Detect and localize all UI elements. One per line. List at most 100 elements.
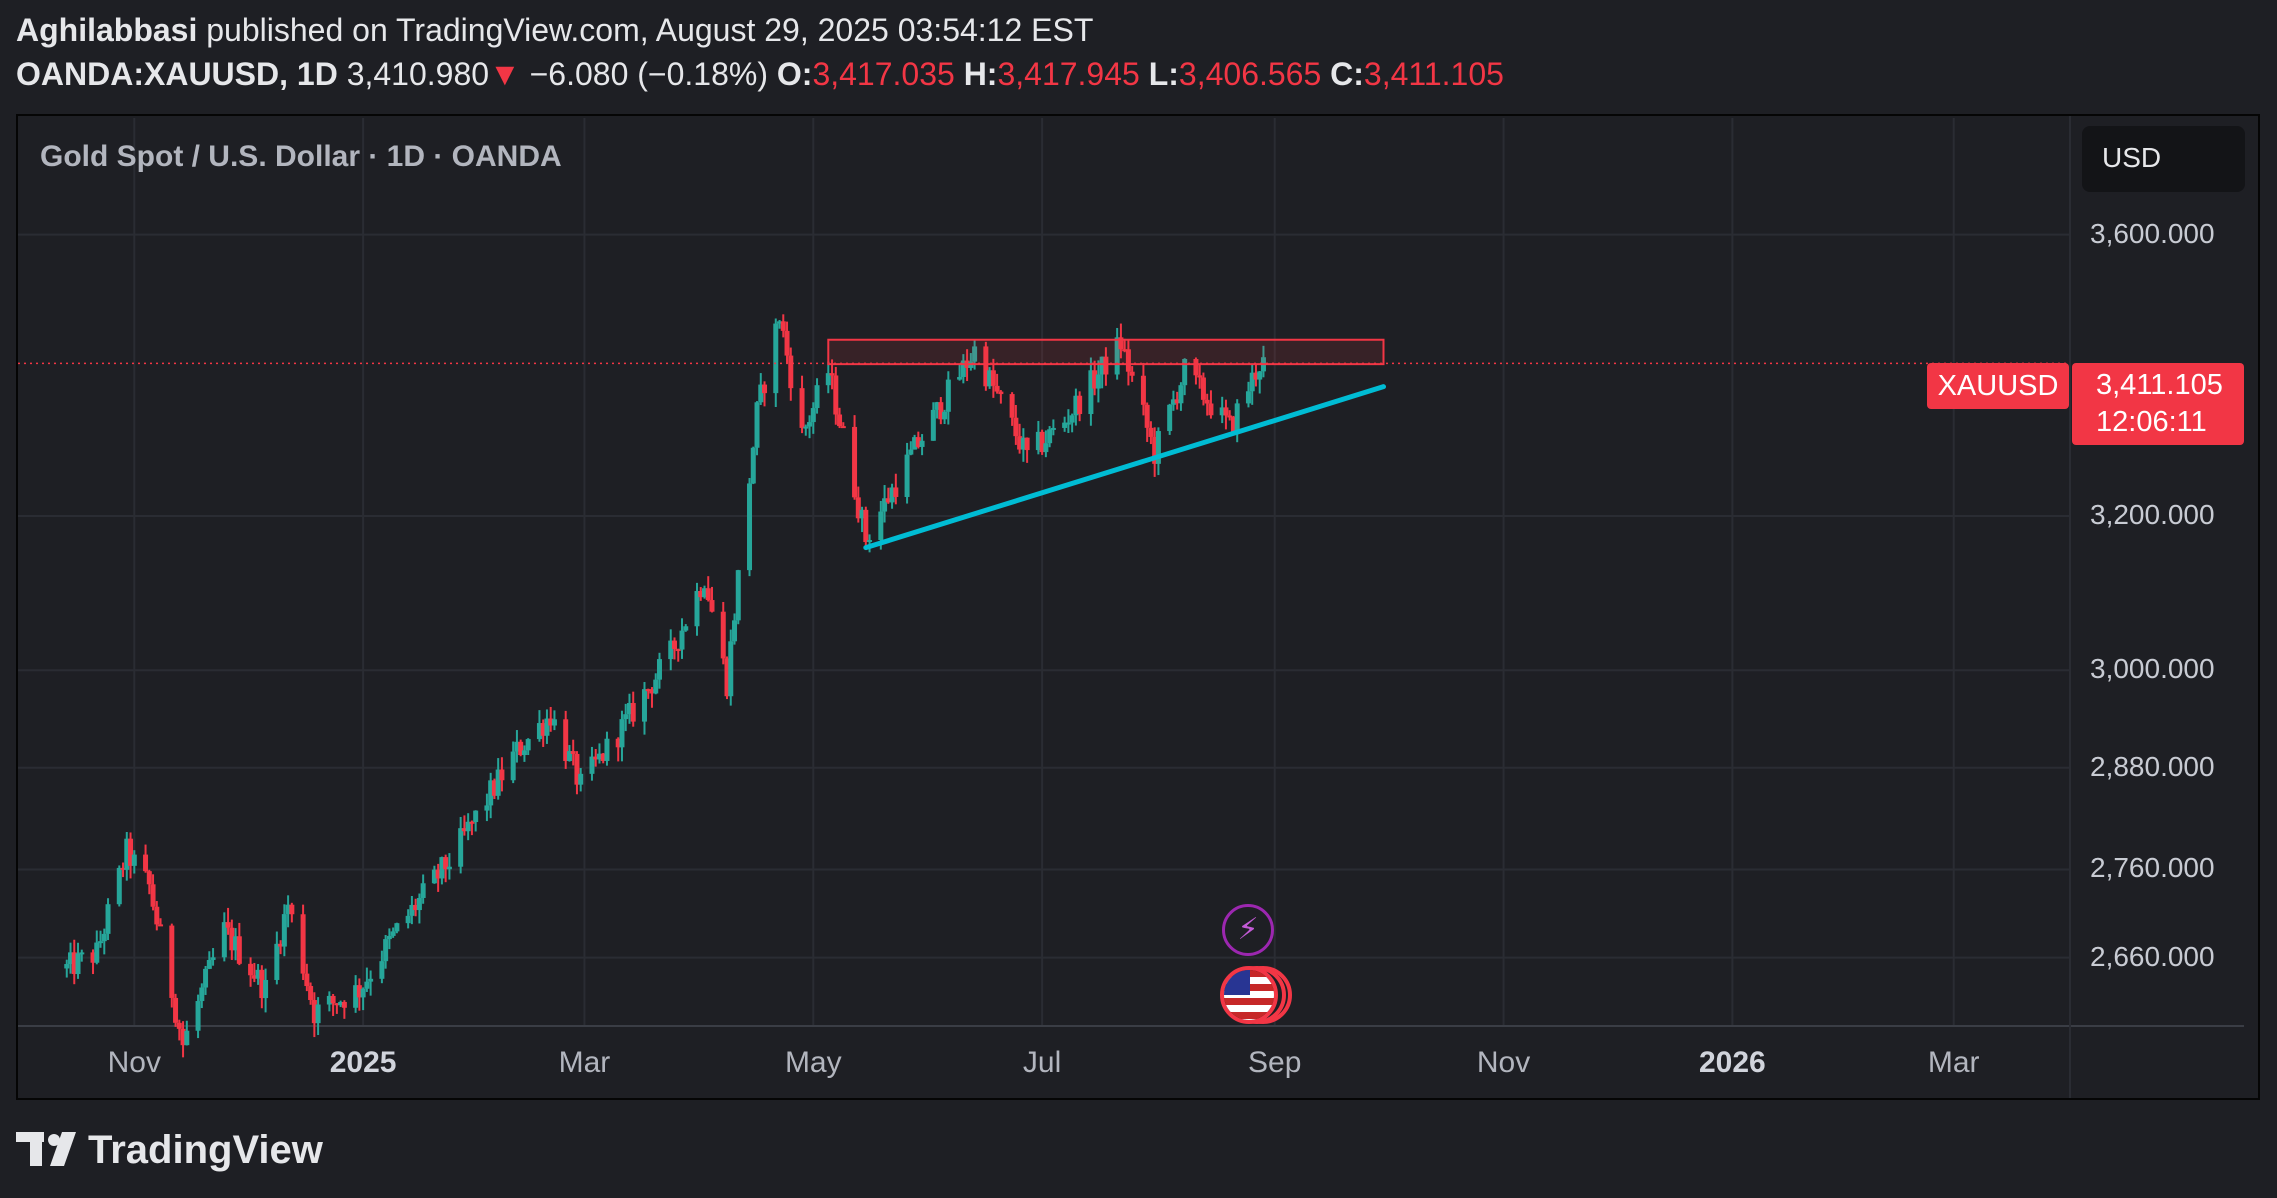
candle-body — [1152, 436, 1158, 464]
candle-body — [304, 973, 310, 987]
candle-body — [469, 821, 475, 824]
current-price: 3,411.105 — [2096, 369, 2223, 401]
candle-body — [146, 871, 152, 885]
candle-body — [120, 867, 126, 870]
candle-body — [1050, 427, 1056, 430]
candle-body — [960, 360, 966, 378]
candle-body — [326, 995, 332, 1005]
candle-body — [353, 985, 359, 1008]
candle-body — [1197, 375, 1203, 378]
candle-body — [248, 963, 254, 976]
date-tick-label: Mar — [1927, 1046, 1980, 1079]
tradingview-logo[interactable]: TradingView — [16, 1124, 323, 1176]
candle-body — [484, 805, 490, 811]
candle-body — [1024, 437, 1030, 451]
candle-body — [289, 904, 295, 915]
tradingview-logo-icon — [16, 1132, 76, 1166]
candle-body — [383, 939, 389, 962]
close-label: C: — [1330, 56, 1364, 92]
candle-body — [885, 498, 891, 503]
candle-body — [176, 1022, 182, 1029]
candle-body — [934, 402, 940, 410]
candle-body — [915, 437, 921, 447]
candle-body — [972, 346, 978, 362]
candle-body — [803, 426, 809, 429]
candle-body — [461, 828, 467, 832]
bar-countdown: 12:06:11 — [2096, 406, 2207, 438]
candle-body — [1257, 371, 1263, 380]
us-flag-icon[interactable] — [1224, 970, 1274, 1020]
earnings-flash-icon[interactable]: ⚡ — [1222, 904, 1274, 956]
candle-body — [668, 640, 674, 660]
candle-body — [488, 780, 494, 806]
candle-body — [495, 769, 501, 796]
candle-body — [548, 718, 554, 726]
date-tick-label: 2025 — [329, 1046, 397, 1079]
candle-body — [784, 330, 790, 356]
candle-body — [1103, 356, 1109, 375]
candle-body — [563, 719, 569, 762]
candle-body — [788, 355, 794, 389]
candle-body — [1125, 349, 1131, 372]
candle-body — [859, 509, 865, 519]
candle-body — [263, 979, 269, 999]
open-value: 3,417.035 — [812, 56, 955, 92]
candle-body — [593, 756, 599, 760]
candle-body — [386, 935, 392, 940]
last-price: 3,410.980 — [346, 56, 490, 92]
candle-body — [1219, 407, 1225, 416]
candle-body — [473, 810, 479, 823]
candle-body — [341, 1001, 347, 1008]
candle-body — [334, 1003, 340, 1006]
candle-body — [675, 649, 681, 652]
candle-body — [98, 941, 104, 944]
candle-body — [630, 703, 636, 722]
candle-body — [1253, 372, 1259, 380]
candle-body — [626, 703, 632, 715]
candle-body — [570, 751, 576, 754]
symbol-tag: XAUUSD — [1927, 363, 2069, 409]
low-value: 3,406.565 — [1178, 56, 1322, 92]
candle-body — [379, 961, 385, 979]
price-tick-label: 3,000.000 — [2090, 653, 2215, 685]
candle-body — [799, 388, 805, 428]
date-tick-label: Jul — [1022, 1046, 1062, 1079]
candle-body — [1193, 359, 1199, 376]
candle-body — [600, 753, 606, 761]
candle-body — [732, 620, 738, 642]
ascending-trendline — [863, 384, 1386, 551]
candle-body — [728, 641, 734, 697]
candle-body — [1234, 403, 1240, 432]
candle-body — [1182, 359, 1188, 386]
candle-body — [777, 321, 783, 324]
candle-body — [525, 739, 531, 751]
candle-body — [1047, 429, 1053, 444]
candle-body — [1167, 404, 1173, 432]
candle-body — [1204, 399, 1210, 404]
candle-body — [908, 449, 914, 455]
candle-body — [1099, 356, 1105, 375]
candle-body — [1118, 337, 1124, 350]
candle-body — [990, 370, 996, 386]
author-name[interactable]: Aghilabbasi — [16, 12, 198, 48]
candle-body — [330, 995, 336, 1004]
candle-body — [747, 483, 753, 571]
candle-body — [1095, 374, 1101, 389]
candle-body — [203, 968, 209, 988]
candle-body — [1065, 422, 1071, 425]
currency-button[interactable]: USD — [2082, 126, 2245, 192]
price-tick-label: 3,600.000 — [2090, 217, 2215, 249]
candle-body — [574, 753, 580, 785]
candle-body — [521, 750, 527, 756]
candle-body — [300, 914, 306, 974]
candle-body — [79, 952, 85, 955]
candle-body — [702, 588, 708, 598]
candle-body — [945, 379, 951, 412]
candle-body — [807, 422, 813, 427]
candle-body — [698, 591, 704, 598]
candle-body — [1035, 431, 1041, 451]
candle-body — [983, 346, 989, 387]
candle-body — [758, 384, 764, 403]
candle-body — [656, 659, 662, 680]
